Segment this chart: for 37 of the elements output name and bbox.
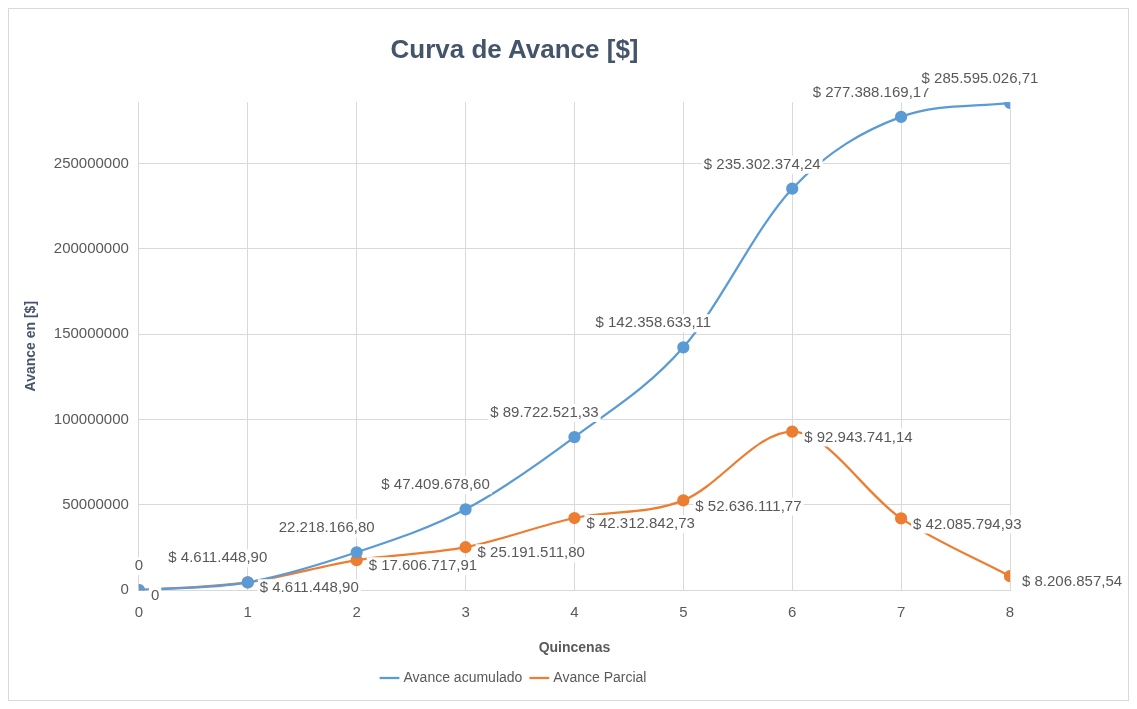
data-label: 22.218.166,80: [278, 518, 375, 536]
y-tick-label: 0: [120, 580, 129, 598]
data-label: $ 285.595.026,71: [921, 69, 1039, 87]
data-label: $ 235.302.374,24: [703, 154, 821, 172]
x-tick-label: 0: [134, 603, 144, 621]
x-tick-label: 3: [461, 603, 470, 621]
y-tick-label: 200000000: [53, 239, 129, 257]
legend-label: Avance Parcial: [553, 668, 647, 685]
x-axis-title: Quincenas: [538, 639, 611, 656]
y-tick-label: 50000000: [62, 495, 129, 513]
x-tick-label: 5: [679, 603, 688, 621]
data-label: $ 142.358.633,11: [595, 313, 712, 331]
legend-label: Avance acumulado: [403, 668, 523, 685]
data-label: $ 4.611.448,90: [259, 578, 359, 596]
data-label: $ 8.206.857,54: [1022, 572, 1123, 590]
data-label: 0: [150, 586, 160, 604]
data-label: $ 42.312.842,73: [586, 514, 695, 532]
y-tick-label: 250000000: [53, 153, 129, 171]
chart-title: Curva de Avance [$]: [390, 33, 639, 64]
y-tick-label: 150000000: [53, 324, 129, 342]
data-label: 0: [134, 556, 144, 574]
data-label: $ 89.722.521,33: [490, 403, 599, 421]
y-tick-label: 100000000: [53, 409, 129, 427]
x-tick-label: 2: [352, 603, 361, 621]
x-tick-label: 4: [570, 603, 579, 621]
data-label: $ 92.943.741,14: [804, 427, 913, 445]
y-axis-title: Avance en [$]: [22, 300, 39, 392]
x-tick-label: 1: [243, 603, 252, 621]
data-label: $ 4.611.448,90: [168, 548, 268, 566]
data-label: $ 42.085.794,93: [913, 514, 1022, 532]
x-tick-label: 8: [1005, 603, 1015, 621]
x-tick-label: 7: [896, 603, 906, 621]
x-tick-label: 6: [788, 603, 797, 621]
data-label: $ 17.606.717,91: [368, 556, 478, 574]
data-label: $ 52.636.111,77: [695, 496, 802, 514]
data-label: $ 25.191.511,80: [477, 543, 585, 561]
data-label: $ 47.409.678,60: [381, 475, 490, 493]
